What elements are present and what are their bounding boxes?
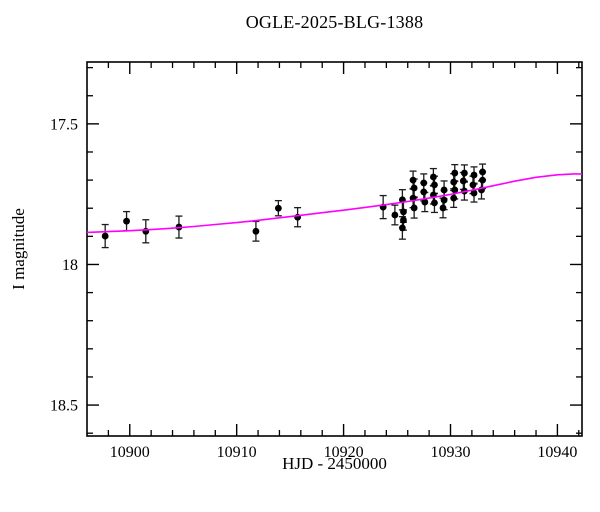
data-point — [479, 168, 486, 176]
data-point — [470, 189, 478, 197]
error-bars — [101, 163, 487, 249]
data-point — [451, 169, 459, 177]
data-point — [429, 173, 437, 181]
y-major-ticks: 17.5 18 18.5 — [50, 116, 582, 415]
chart-title: OGLE-2025-BLG-1388 — [245, 12, 424, 32]
y-tick-label: 18 — [62, 257, 78, 274]
data-point — [440, 186, 448, 194]
data-point — [479, 176, 486, 184]
y-tick-label: 18.5 — [50, 398, 78, 415]
data-point — [451, 186, 459, 194]
data-point — [460, 169, 468, 177]
x-tick-label: 10930 — [430, 444, 470, 461]
data-point — [431, 181, 438, 189]
data-point — [420, 179, 428, 187]
data-point — [431, 199, 438, 207]
data-point — [440, 196, 448, 204]
data-point — [274, 204, 282, 212]
x-tick-label: 10920 — [324, 444, 364, 461]
data-point — [391, 211, 399, 219]
y-tick-label: 17.5 — [50, 116, 78, 133]
data-point — [420, 188, 428, 196]
data-point — [469, 181, 477, 189]
data-point — [410, 184, 418, 192]
data-point — [142, 227, 150, 235]
x-tick-label: 10940 — [537, 444, 577, 461]
data-point — [459, 177, 467, 185]
x-tick-label: 10900 — [110, 444, 150, 461]
data-point — [252, 227, 260, 235]
data-point — [101, 232, 109, 240]
plot-frame — [86, 61, 583, 437]
x-tick-label: 10910 — [217, 444, 257, 461]
data-point — [398, 224, 406, 232]
data-point — [470, 171, 478, 179]
data-point — [123, 217, 130, 225]
data-point — [421, 198, 429, 206]
data-point — [450, 194, 458, 202]
x-minor-ticks — [107, 62, 580, 436]
data-points — [101, 168, 486, 240]
data-point — [409, 176, 417, 184]
data-point — [400, 216, 407, 224]
x-major-ticks: 10900 10910 10920 10930 10940 — [110, 62, 577, 461]
data-point — [439, 204, 447, 212]
model-curve — [86, 173, 582, 234]
x-axis-label: HJD - 2450000 — [282, 454, 387, 473]
data-point — [400, 208, 407, 216]
data-point — [450, 178, 458, 186]
y-minor-ticks — [87, 66, 582, 434]
data-point — [410, 204, 418, 212]
